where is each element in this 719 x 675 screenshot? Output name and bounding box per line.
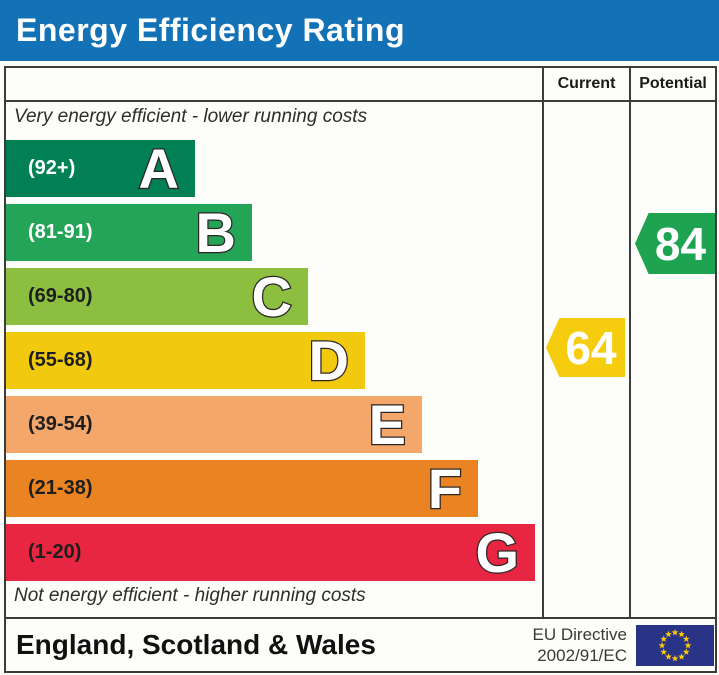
band-range-label: (81-91) xyxy=(28,221,93,243)
band-letter: B xyxy=(194,201,237,264)
band-row-a: (92+) A xyxy=(6,137,195,200)
eu-directive-label: EU Directive 2002/91/EC xyxy=(533,624,636,667)
top-caption: Very energy efficient - lower running co… xyxy=(14,106,368,127)
potential-column-header: Potential xyxy=(639,75,707,92)
eu-directive-line1: EU Directive xyxy=(532,624,627,644)
band-range-label: (55-68) xyxy=(28,349,93,371)
band-range-label: (39-54) xyxy=(28,413,93,435)
band-range-label: (21-38) xyxy=(28,477,93,499)
page-title: Energy Efficiency Rating xyxy=(16,12,405,48)
band-row-c: (69-80) C xyxy=(6,265,308,328)
band-range-label: (69-80) xyxy=(28,285,93,307)
band-row-b: (81-91) B xyxy=(6,201,252,264)
bottom-caption: Not energy efficient - higher running co… xyxy=(14,585,366,606)
band-row-g: (1-20) G xyxy=(6,521,535,584)
band-row-d: (55-68) D xyxy=(6,329,365,392)
table-header-divider xyxy=(6,100,715,102)
potential-rating-value: 84 xyxy=(654,217,707,270)
current-column-divider xyxy=(542,68,544,617)
band-letter: E xyxy=(367,393,407,456)
band-letter: C xyxy=(250,265,293,328)
potential-rating-arrow: 84 xyxy=(635,213,715,274)
band-row-e: (39-54) E xyxy=(6,393,422,456)
band-letter: A xyxy=(137,137,180,200)
band-letter: F xyxy=(427,457,464,520)
eu-flag xyxy=(636,624,714,666)
title-bar: Energy Efficiency Rating xyxy=(0,0,719,61)
band-range-label: (1-20) xyxy=(28,541,82,563)
eu-directive-line2: 2002/91/EC xyxy=(537,646,627,665)
band-row-f: (21-38) F xyxy=(6,457,478,520)
current-rating-arrow: 64 xyxy=(546,318,625,377)
footer: England, Scotland & Wales EU Directive 2… xyxy=(4,617,717,673)
current-rating-value: 64 xyxy=(565,321,617,374)
region-label: England, Scotland & Wales xyxy=(16,629,376,660)
band-letter: D xyxy=(307,329,350,392)
band-letter: G xyxy=(474,521,520,584)
potential-column-divider xyxy=(629,68,631,617)
current-column-header: Current xyxy=(557,75,616,92)
band-range-label: (92+) xyxy=(28,157,76,179)
